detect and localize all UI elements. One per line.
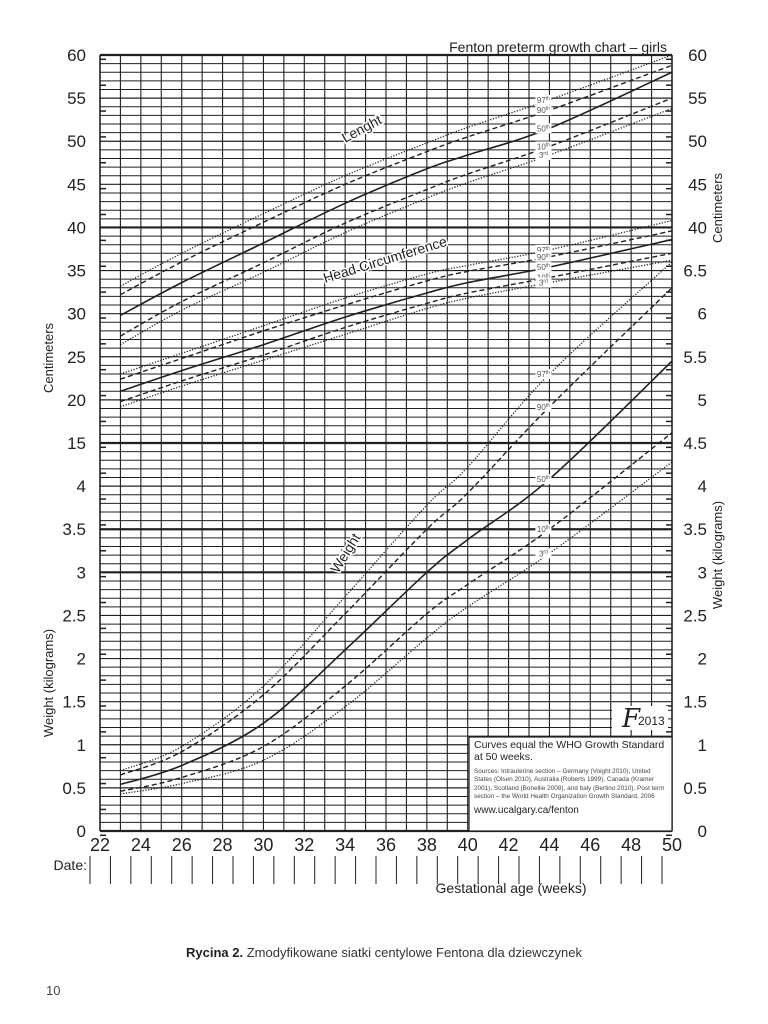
x-tick-label: 48: [621, 835, 641, 855]
x-axis-label: Gestational age (weeks): [436, 880, 587, 896]
x-tick-label: 24: [131, 835, 151, 855]
right-tick-label: 50: [688, 132, 707, 151]
info-heading: Curves equal the WHO Growth Standard at …: [474, 739, 665, 763]
caption-text: Zmodyfikowane siatki centylowe Fentona d…: [246, 945, 582, 960]
length-curve-label: Lenght: [339, 111, 384, 145]
x-tick-label: 34: [335, 835, 355, 855]
percentile-label: 3rd: [539, 279, 548, 288]
percentile-label: 50th: [537, 263, 550, 272]
chart-title: Fenton preterm growth chart – girls: [449, 39, 667, 55]
length-3rd-curve: [120, 107, 672, 346]
percentile-label: 90th: [537, 253, 550, 262]
left-tick-label: 2.5: [62, 606, 86, 625]
x-tick-label: 26: [172, 835, 192, 855]
axis-tick-labels: 00.511.522.533.541520253035404550556000.…: [62, 46, 707, 884]
right-tick-label: 4.5: [683, 434, 707, 453]
left-tick-label: 35: [67, 262, 86, 281]
weight-3rd-curve: [120, 461, 672, 795]
weight-90th-curve: [120, 287, 672, 776]
head-circumference-97th-curve: [120, 219, 672, 375]
left-tick-label: 20: [67, 391, 86, 410]
info-box: Curves equal the WHO Growth Standard at …: [468, 736, 673, 832]
right-tick-label: 4: [698, 477, 707, 496]
percentile-label: 97th: [537, 246, 550, 255]
right-tick-label: 45: [688, 175, 707, 194]
left-tick-label: 3.5: [62, 520, 86, 539]
left-axis-label-weight: Weight (kilograms): [41, 629, 56, 737]
x-tick-label: 44: [539, 835, 559, 855]
right-tick-label: 2.5: [683, 606, 707, 625]
x-tick-label: 30: [253, 835, 273, 855]
percentile-label: 10th: [537, 525, 550, 534]
caption-label: Rycina 2.: [186, 945, 244, 960]
right-tick-label: 40: [688, 218, 707, 237]
left-tick-label: 15: [67, 434, 86, 453]
left-tick-label: 0.5: [62, 779, 86, 798]
logo-glyph: F: [621, 704, 641, 734]
right-tick-label: 5: [698, 391, 707, 410]
percentile-label: 97th: [537, 96, 550, 105]
percentile-label: 3rd: [539, 151, 548, 160]
percentile-label: 3rd: [539, 549, 548, 558]
info-url[interactable]: www.ucalgary.ca/fenton: [474, 805, 579, 817]
left-tick-label: 1.5: [62, 693, 86, 712]
right-tick-label: 60: [688, 46, 707, 65]
left-tick-label: 60: [67, 46, 86, 65]
right-tick-label: 3.5: [683, 520, 707, 539]
right-tick-label: 0: [698, 822, 707, 841]
percentile-label: 97th: [537, 370, 550, 379]
growth-chart: 00.511.522.533.541520253035404550556000.…: [41, 39, 725, 896]
weight-97th-curve: [120, 261, 672, 772]
right-tick-label: 1.5: [683, 693, 707, 712]
left-tick-label: 55: [67, 89, 86, 108]
x-tick-label: 22: [90, 835, 110, 855]
right-tick-label: 2: [698, 650, 707, 669]
right-tick-label: 6.5: [683, 262, 707, 281]
right-tick-label: 0.5: [683, 779, 707, 798]
weight-50th-curve: [120, 360, 672, 786]
right-tick-label: 3: [698, 563, 707, 582]
left-tick-label: 50: [67, 132, 86, 151]
left-tick-label: 45: [67, 175, 86, 194]
x-tick-label: 40: [458, 835, 478, 855]
percentile-label: 50th: [537, 475, 550, 484]
left-tick-label: 4: [77, 477, 86, 496]
right-axis-label-centimeters: Centimeters: [710, 172, 725, 243]
x-tick-label: 50: [662, 835, 682, 855]
right-axis-label-weight: Weight (kilograms): [710, 501, 725, 609]
page-number: 10: [46, 983, 61, 998]
x-tick-label: 42: [499, 835, 519, 855]
right-tick-label: 5.5: [683, 348, 707, 367]
x-tick-label: 38: [417, 835, 437, 855]
right-tick-label: 1: [698, 736, 707, 755]
length-10th-curve: [120, 97, 672, 337]
weight-10th-curve: [120, 432, 672, 793]
x-tick-label: 32: [294, 835, 314, 855]
right-tick-label: 55: [688, 89, 707, 108]
left-tick-label: 1: [77, 736, 86, 755]
percentile-label: 90th: [537, 403, 550, 412]
percentile-curves: 97th90th50th10th3rd97th90th50th10th3rd97…: [120, 55, 672, 795]
head-circumference-curve-label: Head Circumference: [321, 233, 449, 286]
percentile-label: 90th: [537, 106, 550, 115]
left-axis-label-centimeters: Centimeters: [41, 322, 56, 393]
right-tick-label: 6: [698, 305, 707, 324]
fenton-logo: F 2013: [612, 704, 668, 734]
figure-caption: Rycina 2. Zmodyfikowane siatki centylowe…: [0, 945, 768, 960]
left-tick-label: 30: [67, 305, 86, 324]
left-tick-label: 2: [77, 650, 86, 669]
left-tick-label: 40: [67, 218, 86, 237]
date-label: Date:: [54, 857, 87, 873]
left-tick-label: 25: [67, 348, 86, 367]
x-tick-label: 36: [376, 835, 396, 855]
info-sources: Sources: Intrauterine section – Germany …: [474, 768, 665, 800]
head-circumference-3rd-curve: [120, 259, 672, 408]
percentile-label: 50th: [537, 124, 550, 133]
x-tick-label: 46: [580, 835, 600, 855]
left-tick-label: 0: [77, 822, 86, 841]
logo-year: 2013: [638, 714, 665, 728]
percentile-label: 10th: [537, 142, 550, 151]
left-tick-label: 3: [77, 563, 86, 582]
x-tick-label: 28: [213, 835, 233, 855]
